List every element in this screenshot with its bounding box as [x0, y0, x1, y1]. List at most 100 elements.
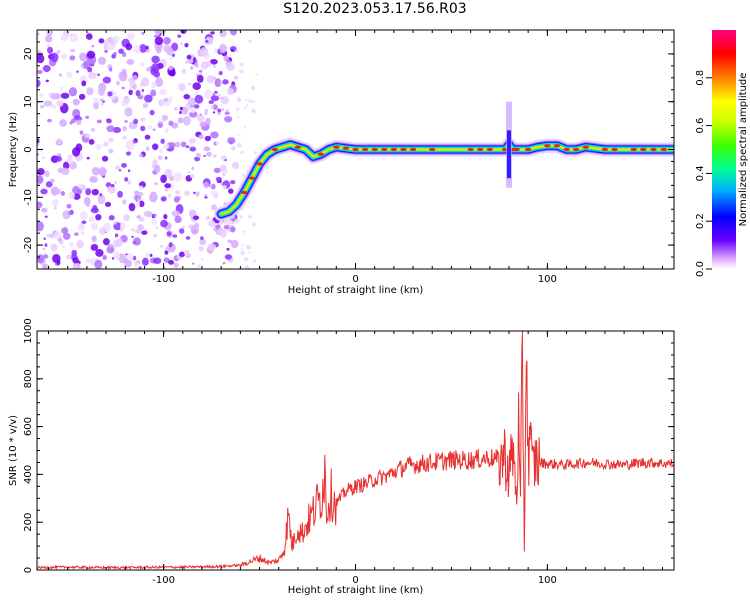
- noise-speck: [132, 140, 136, 144]
- noise-speck: [235, 218, 240, 223]
- noise-speck: [72, 262, 81, 269]
- noise-speck: [213, 48, 218, 53]
- noise-speck: [66, 203, 72, 209]
- noise-speck: [137, 224, 144, 231]
- noise-speck: [152, 233, 158, 238]
- noise-speck: [124, 107, 133, 117]
- noise-speck: [45, 181, 53, 188]
- noise-speck: [139, 153, 144, 158]
- noise-speck: [152, 159, 158, 166]
- noise-speck: [203, 154, 206, 158]
- spec-ytick-label: -10: [23, 189, 34, 205]
- noise-speck: [187, 171, 191, 174]
- noise-speck: [68, 87, 78, 97]
- noise-speck: [163, 98, 168, 102]
- noise-speck: [230, 239, 239, 249]
- noise-speck: [37, 175, 44, 184]
- noise-speck: [194, 156, 201, 162]
- noise-speck: [132, 195, 136, 199]
- noise-speck: [76, 70, 79, 73]
- noise-speck: [45, 79, 49, 83]
- noise-speck: [179, 228, 185, 234]
- noise-speck: [127, 180, 132, 185]
- noise-speck: [169, 56, 173, 61]
- noise-speck: [128, 89, 133, 96]
- noise-speck: [141, 31, 145, 35]
- noise-speck: [65, 254, 72, 260]
- noise-speck: [60, 92, 70, 99]
- noise-speck: [89, 176, 98, 183]
- noise-speck: [93, 102, 99, 110]
- noise-speck: [205, 215, 210, 221]
- noise-speck: [95, 249, 104, 257]
- noise-speck: [229, 30, 238, 36]
- noise-speck: [104, 50, 108, 53]
- noise-speck: [164, 183, 172, 189]
- noise-speck: [214, 90, 218, 94]
- noise-speck: [85, 258, 92, 264]
- noise-speck: [192, 191, 196, 195]
- noise-speck: [210, 131, 219, 139]
- noise-speck: [204, 135, 212, 142]
- noise-speck: [237, 116, 240, 119]
- noise-speck: [241, 230, 245, 233]
- noise-speck: [184, 250, 190, 256]
- noise-speck: [132, 84, 137, 90]
- noise-speck: [224, 254, 232, 260]
- noise-speck: [95, 143, 102, 150]
- noise-speck: [51, 94, 58, 100]
- noise-speck: [124, 120, 128, 123]
- noise-speck: [163, 213, 168, 220]
- noise-speck: [145, 67, 152, 72]
- ridge-peak: [486, 147, 494, 152]
- noise-speck: [219, 30, 227, 38]
- noise-speck: [168, 242, 173, 248]
- ridge-peak: [317, 152, 325, 156]
- noise-speck: [248, 215, 252, 219]
- noise-speck: [78, 93, 86, 100]
- noise-speck: [90, 222, 99, 231]
- noise-speck: [199, 47, 209, 57]
- noise-speck: [98, 38, 105, 44]
- noise-speck: [138, 200, 145, 208]
- noise-speck: [203, 146, 211, 152]
- noise-speck: [108, 215, 115, 221]
- noise-speck: [94, 259, 103, 269]
- noise-speck: [87, 66, 93, 73]
- noise-speck: [91, 127, 95, 132]
- noise-speck: [160, 174, 167, 184]
- noise-speck: [213, 64, 216, 68]
- noise-speck: [209, 184, 212, 188]
- noise-speck: [62, 232, 71, 240]
- noise-speck: [58, 73, 63, 77]
- noise-speck: [212, 111, 216, 114]
- noise-speck: [219, 81, 224, 85]
- noise-speck: [213, 154, 217, 158]
- noise-speck: [50, 52, 59, 63]
- noise-speck: [201, 258, 204, 261]
- noise-speck: [175, 190, 181, 195]
- noise-speck: [140, 117, 146, 122]
- noise-speck: [121, 51, 127, 58]
- noise-speck: [102, 238, 110, 246]
- noise-speck: [139, 81, 144, 87]
- noise-speck: [167, 193, 172, 198]
- noise-speck: [107, 243, 114, 248]
- noise-speck: [107, 186, 116, 194]
- colorbar-tick-label: 0.4: [695, 165, 706, 181]
- noise-speck: [222, 173, 225, 176]
- noise-speck: [118, 168, 122, 172]
- noise-speck: [231, 161, 240, 170]
- noise-speck: [53, 230, 61, 240]
- noise-speck: [220, 103, 224, 107]
- noise-speck: [134, 262, 139, 267]
- noise-speck: [121, 86, 125, 90]
- noise-speck: [164, 128, 169, 133]
- noise-speck: [42, 65, 51, 73]
- noise-speck: [158, 89, 168, 96]
- noise-speck: [177, 34, 182, 38]
- noise-speck: [108, 137, 114, 142]
- noise-speck: [194, 63, 199, 68]
- noise-speck: [145, 146, 150, 152]
